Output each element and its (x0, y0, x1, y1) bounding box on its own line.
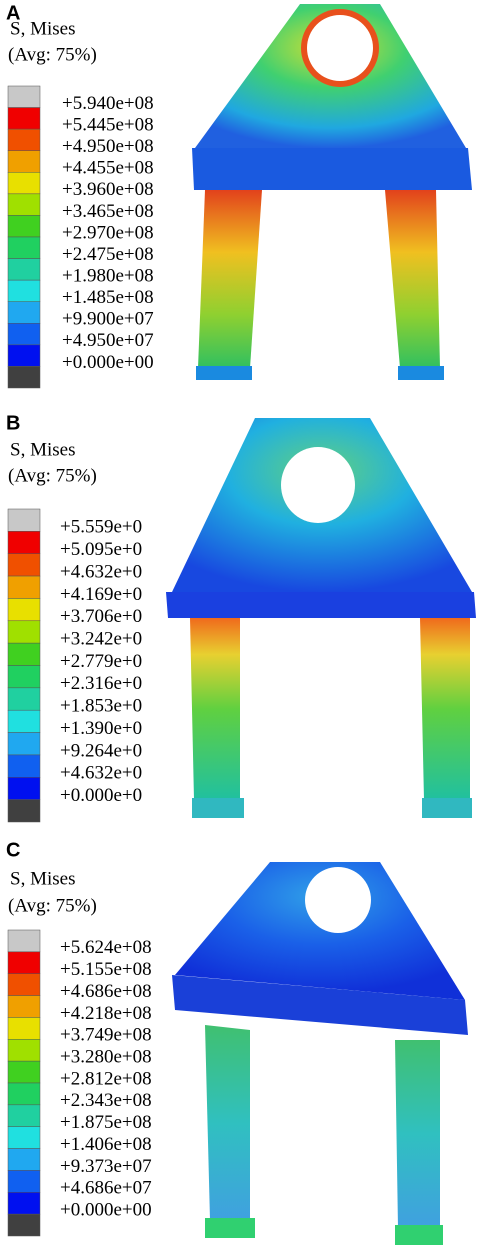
legend-swatch (7, 1082, 41, 1106)
panel: BS, Mises(Avg: 75%)+5.559e+0+5.095e+0+4.… (6, 412, 142, 823)
legend-label: +5.095e+0 (60, 539, 142, 560)
legend-swatch (7, 1039, 41, 1062)
legend-swatch (7, 128, 41, 151)
legend-title: S, Mises (10, 18, 75, 39)
panel-label: C (6, 839, 20, 861)
legend-swatch (7, 1170, 41, 1193)
legend-swatch (7, 236, 41, 259)
legend-label: +1.406e+08 (60, 1134, 152, 1155)
legend-label: +3.706e+0 (60, 606, 142, 627)
legend-subtitle: (Avg: 75%) (8, 44, 97, 65)
legend-swatch (7, 929, 41, 953)
legend-label: +0.000e+00 (62, 352, 154, 373)
legend-swatch (7, 85, 41, 108)
panel: CS, Mises(Avg: 75%)+5.624e+08+5.155e+08+… (6, 839, 152, 1237)
legend-swatch (7, 1060, 41, 1084)
legend-swatch (7, 620, 41, 644)
panel-label: A (6, 2, 20, 24)
legend-label: +3.749e+08 (60, 1025, 152, 1046)
legend-swatch (7, 575, 41, 599)
legend-title: S, Mises (10, 439, 75, 460)
legend-label: +2.343e+08 (60, 1090, 152, 1111)
legend-swatch (7, 1126, 41, 1149)
legend-subtitle: (Avg: 75%) (8, 465, 97, 486)
legend-label: +5.445e+08 (62, 115, 154, 136)
legend-swatch (7, 193, 41, 216)
legend-label: +0.000e+0 (60, 785, 142, 806)
legend-label: +4.218e+08 (60, 1003, 152, 1024)
legend-label: +1.853e+0 (60, 696, 142, 717)
model-c (172, 862, 468, 1245)
legend-label: +4.686e+07 (60, 1178, 152, 1199)
legend-swatch (7, 799, 41, 823)
legend-label: +1.875e+08 (60, 1112, 152, 1133)
legend-label: +0.000e+00 (60, 1200, 152, 1221)
legend-swatch (7, 150, 41, 173)
legend-swatch (7, 301, 41, 324)
legend-label: +1.485e+08 (62, 287, 154, 308)
legend-label: +4.632e+0 (60, 561, 142, 582)
legend-label: +9.900e+07 (62, 309, 154, 330)
legend-swatch (7, 687, 41, 711)
legend-label: +2.316e+0 (60, 673, 142, 694)
legend-label: +1.980e+08 (62, 266, 154, 287)
panel: AS, Mises(Avg: 75%)+5.940e+08+5.445e+08+… (6, 2, 154, 389)
legend-label: +2.970e+08 (62, 222, 154, 243)
legend-swatch (7, 598, 41, 622)
legend-swatch (7, 258, 41, 281)
legend-swatch (7, 1104, 41, 1127)
legend-label: +4.686e+08 (60, 981, 152, 1002)
legend-swatch (7, 215, 41, 238)
legend-swatch (7, 973, 41, 996)
legend-swatch (7, 777, 41, 800)
legend-swatch (7, 323, 41, 346)
legend-label: +5.940e+08 (62, 93, 154, 114)
legend-swatch (7, 531, 41, 554)
legend-swatch (7, 995, 41, 1018)
legend-label: +4.632e+0 (60, 763, 142, 784)
legend-label: +4.950e+08 (62, 136, 154, 157)
legend-swatch (7, 172, 41, 195)
legend-label: +9.373e+07 (60, 1156, 152, 1177)
legend-label: +1.390e+0 (60, 718, 142, 739)
legend-swatch (7, 107, 41, 130)
legend-title: S, Mises (10, 868, 75, 889)
legend-swatch (7, 1192, 41, 1215)
legend-swatch (7, 1017, 41, 1040)
legend-subtitle: (Avg: 75%) (8, 895, 97, 916)
legend-label: +5.559e+0 (60, 517, 142, 538)
legend-swatch (7, 732, 41, 756)
legend-swatch (7, 642, 41, 666)
legend-swatch (7, 951, 41, 974)
legend-label: +2.812e+08 (60, 1068, 152, 1089)
model-b (166, 418, 476, 818)
legend-swatch (7, 553, 41, 577)
legend-label: +4.950e+07 (62, 330, 154, 351)
legend-label: +9.264e+0 (60, 740, 142, 761)
legend-swatch (7, 709, 41, 733)
legend-swatch (7, 344, 41, 367)
model-a (192, 4, 472, 380)
legend-swatch (7, 1148, 41, 1171)
legend-swatch (7, 508, 41, 532)
legend-label: +4.169e+0 (60, 584, 142, 605)
panel-label: B (6, 412, 20, 434)
legend-label: +5.155e+08 (60, 959, 152, 980)
legend-label: +3.280e+08 (60, 1047, 152, 1068)
legend-label: +3.242e+0 (60, 629, 142, 650)
legend-swatch (7, 279, 41, 302)
legend-swatch (7, 1213, 41, 1237)
legend-label: +3.960e+08 (62, 179, 154, 200)
legend-label: +4.455e+08 (62, 158, 154, 179)
legend-label: +2.475e+08 (62, 244, 154, 265)
legend-label: +2.779e+0 (60, 651, 142, 672)
legend-swatch (7, 754, 41, 778)
legend-swatch (7, 665, 41, 689)
legend-swatch (7, 366, 41, 389)
legend-label: +3.465e+08 (62, 201, 154, 222)
legend-label: +5.624e+08 (60, 937, 152, 958)
